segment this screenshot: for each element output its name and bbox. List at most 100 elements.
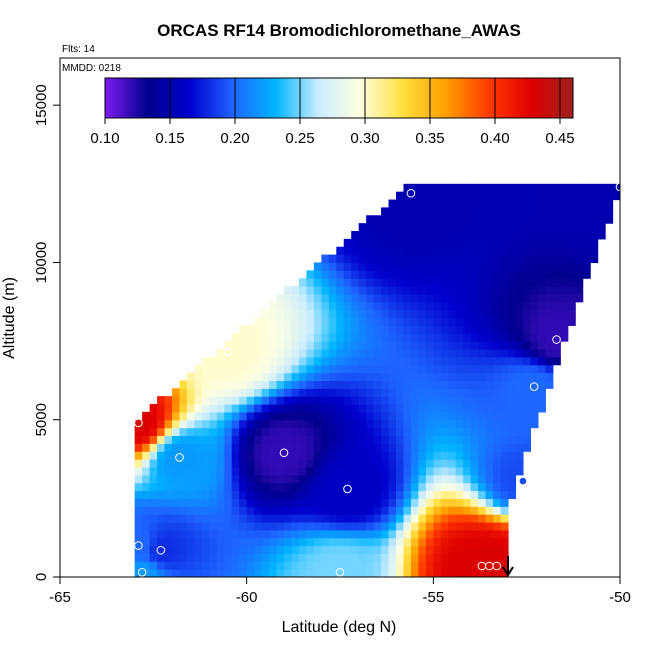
heatmap-cell: [508, 364, 517, 374]
colorbar-tick-label: 0.10: [90, 130, 119, 147]
heatmap-cell: [298, 537, 307, 547]
heatmap-cell: [485, 482, 494, 492]
heatmap-cell: [493, 435, 502, 444]
heatmap-cell: [478, 514, 487, 523]
heatmap-cell: [142, 498, 151, 507]
heatmap-cell: [343, 490, 352, 499]
heatmap-cell: [231, 561, 240, 570]
heatmap-cell: [284, 490, 293, 499]
heatmap-cell: [605, 199, 614, 209]
heatmap-cell: [552, 207, 561, 216]
heatmap-cell: [582, 254, 591, 264]
heatmap-cell: [328, 364, 337, 374]
heatmap-cell: [276, 474, 285, 484]
heatmap-cell: [358, 238, 367, 248]
heatmap-cell: [508, 443, 517, 452]
heatmap-cell: [194, 529, 203, 539]
heatmap-cell: [298, 396, 307, 405]
heatmap-cell: [291, 293, 300, 303]
heatmap-cell: [231, 443, 240, 452]
heatmap-cell: [306, 278, 315, 287]
heatmap-cell: [508, 270, 517, 279]
heatmap-cell: [134, 482, 143, 492]
heatmap-cell: [470, 286, 479, 295]
heatmap-cell: [373, 435, 382, 444]
heatmap-cell: [358, 317, 367, 326]
heatmap-cell: [448, 348, 457, 358]
heatmap-cell: [373, 537, 382, 547]
heatmap-cell: [575, 199, 584, 209]
heatmap-cell: [321, 388, 330, 397]
heatmap-cell: [291, 317, 300, 326]
heatmap-cell: [440, 490, 449, 499]
heatmap-cell: [440, 427, 449, 437]
heatmap-cell: [284, 561, 293, 570]
heatmap-cell: [261, 506, 270, 515]
heatmap-cell: [433, 474, 442, 484]
heatmap-cell: [313, 364, 322, 374]
heatmap-cell: [522, 396, 531, 405]
heatmap-cell: [358, 396, 367, 405]
heatmap-cell: [470, 341, 479, 350]
heatmap-cell: [508, 348, 517, 358]
heatmap-cell: [485, 388, 494, 397]
heatmap-cell: [239, 364, 248, 374]
heatmap-cell: [298, 364, 307, 374]
y-tick-label: 0: [33, 573, 50, 581]
heatmap-cell: [276, 466, 285, 476]
heatmap-cell: [179, 506, 188, 515]
heatmap-cell: [201, 459, 210, 468]
heatmap-cell: [246, 380, 255, 389]
heatmap-cell: [269, 309, 278, 319]
heatmap-cell: [358, 301, 367, 311]
heatmap-cell: [470, 301, 479, 311]
heatmap-cell: [224, 459, 233, 468]
heatmap-cell: [493, 278, 502, 287]
heatmap-cell: [455, 254, 464, 264]
heatmap-cell: [328, 553, 337, 562]
heatmap-cell: [269, 364, 278, 374]
heatmap-cell: [381, 443, 390, 452]
heatmap-cell: [463, 191, 472, 201]
heatmap-cell: [537, 293, 546, 303]
heatmap-cell: [269, 411, 278, 421]
heatmap-cell: [478, 207, 487, 216]
heatmap-cell: [366, 443, 375, 452]
heatmap-cell: [366, 537, 375, 547]
heatmap-cell: [276, 396, 285, 405]
heatmap-cell: [418, 262, 427, 271]
heatmap-cell: [530, 246, 539, 256]
heatmap-cell: [485, 396, 494, 405]
heatmap-cell: [373, 333, 382, 342]
heatmap-cell: [470, 191, 479, 201]
heatmap-cell: [433, 388, 442, 397]
heatmap-cell: [306, 325, 315, 334]
heatmap-cell: [366, 262, 375, 271]
heatmap-cell: [336, 309, 345, 319]
heatmap-cell: [560, 223, 569, 232]
heatmap-cell: [478, 459, 487, 468]
sample-point: [175, 453, 184, 462]
heatmap-cell: [276, 569, 285, 577]
heatmap-cell: [560, 183, 569, 193]
heatmap-cell: [284, 451, 293, 460]
heatmap-cell: [448, 183, 457, 193]
heatmap-cell: [291, 380, 300, 389]
heatmap-cell: [396, 207, 405, 216]
colorbar: 0.10 0.15 0.20 0.25 0.30 0.35 0.40 0.45: [90, 77, 575, 147]
heatmap-cell: [366, 270, 375, 279]
heatmap-cell: [164, 506, 173, 515]
heatmap-cell: [470, 325, 479, 334]
heatmap-cell: [358, 372, 367, 382]
heatmap-cell: [306, 419, 315, 429]
heatmap-cell: [351, 388, 360, 397]
heatmap-cell: [186, 545, 195, 555]
heatmap-cell: [224, 553, 233, 562]
heatmap-cell: [134, 514, 143, 523]
heatmap-cell: [478, 388, 487, 397]
heatmap-cell: [545, 191, 554, 201]
heatmap-cell: [276, 419, 285, 429]
heatmap-cell: [470, 404, 479, 413]
heatmap-cell: [418, 317, 427, 326]
heatmap-cell: [433, 569, 442, 577]
